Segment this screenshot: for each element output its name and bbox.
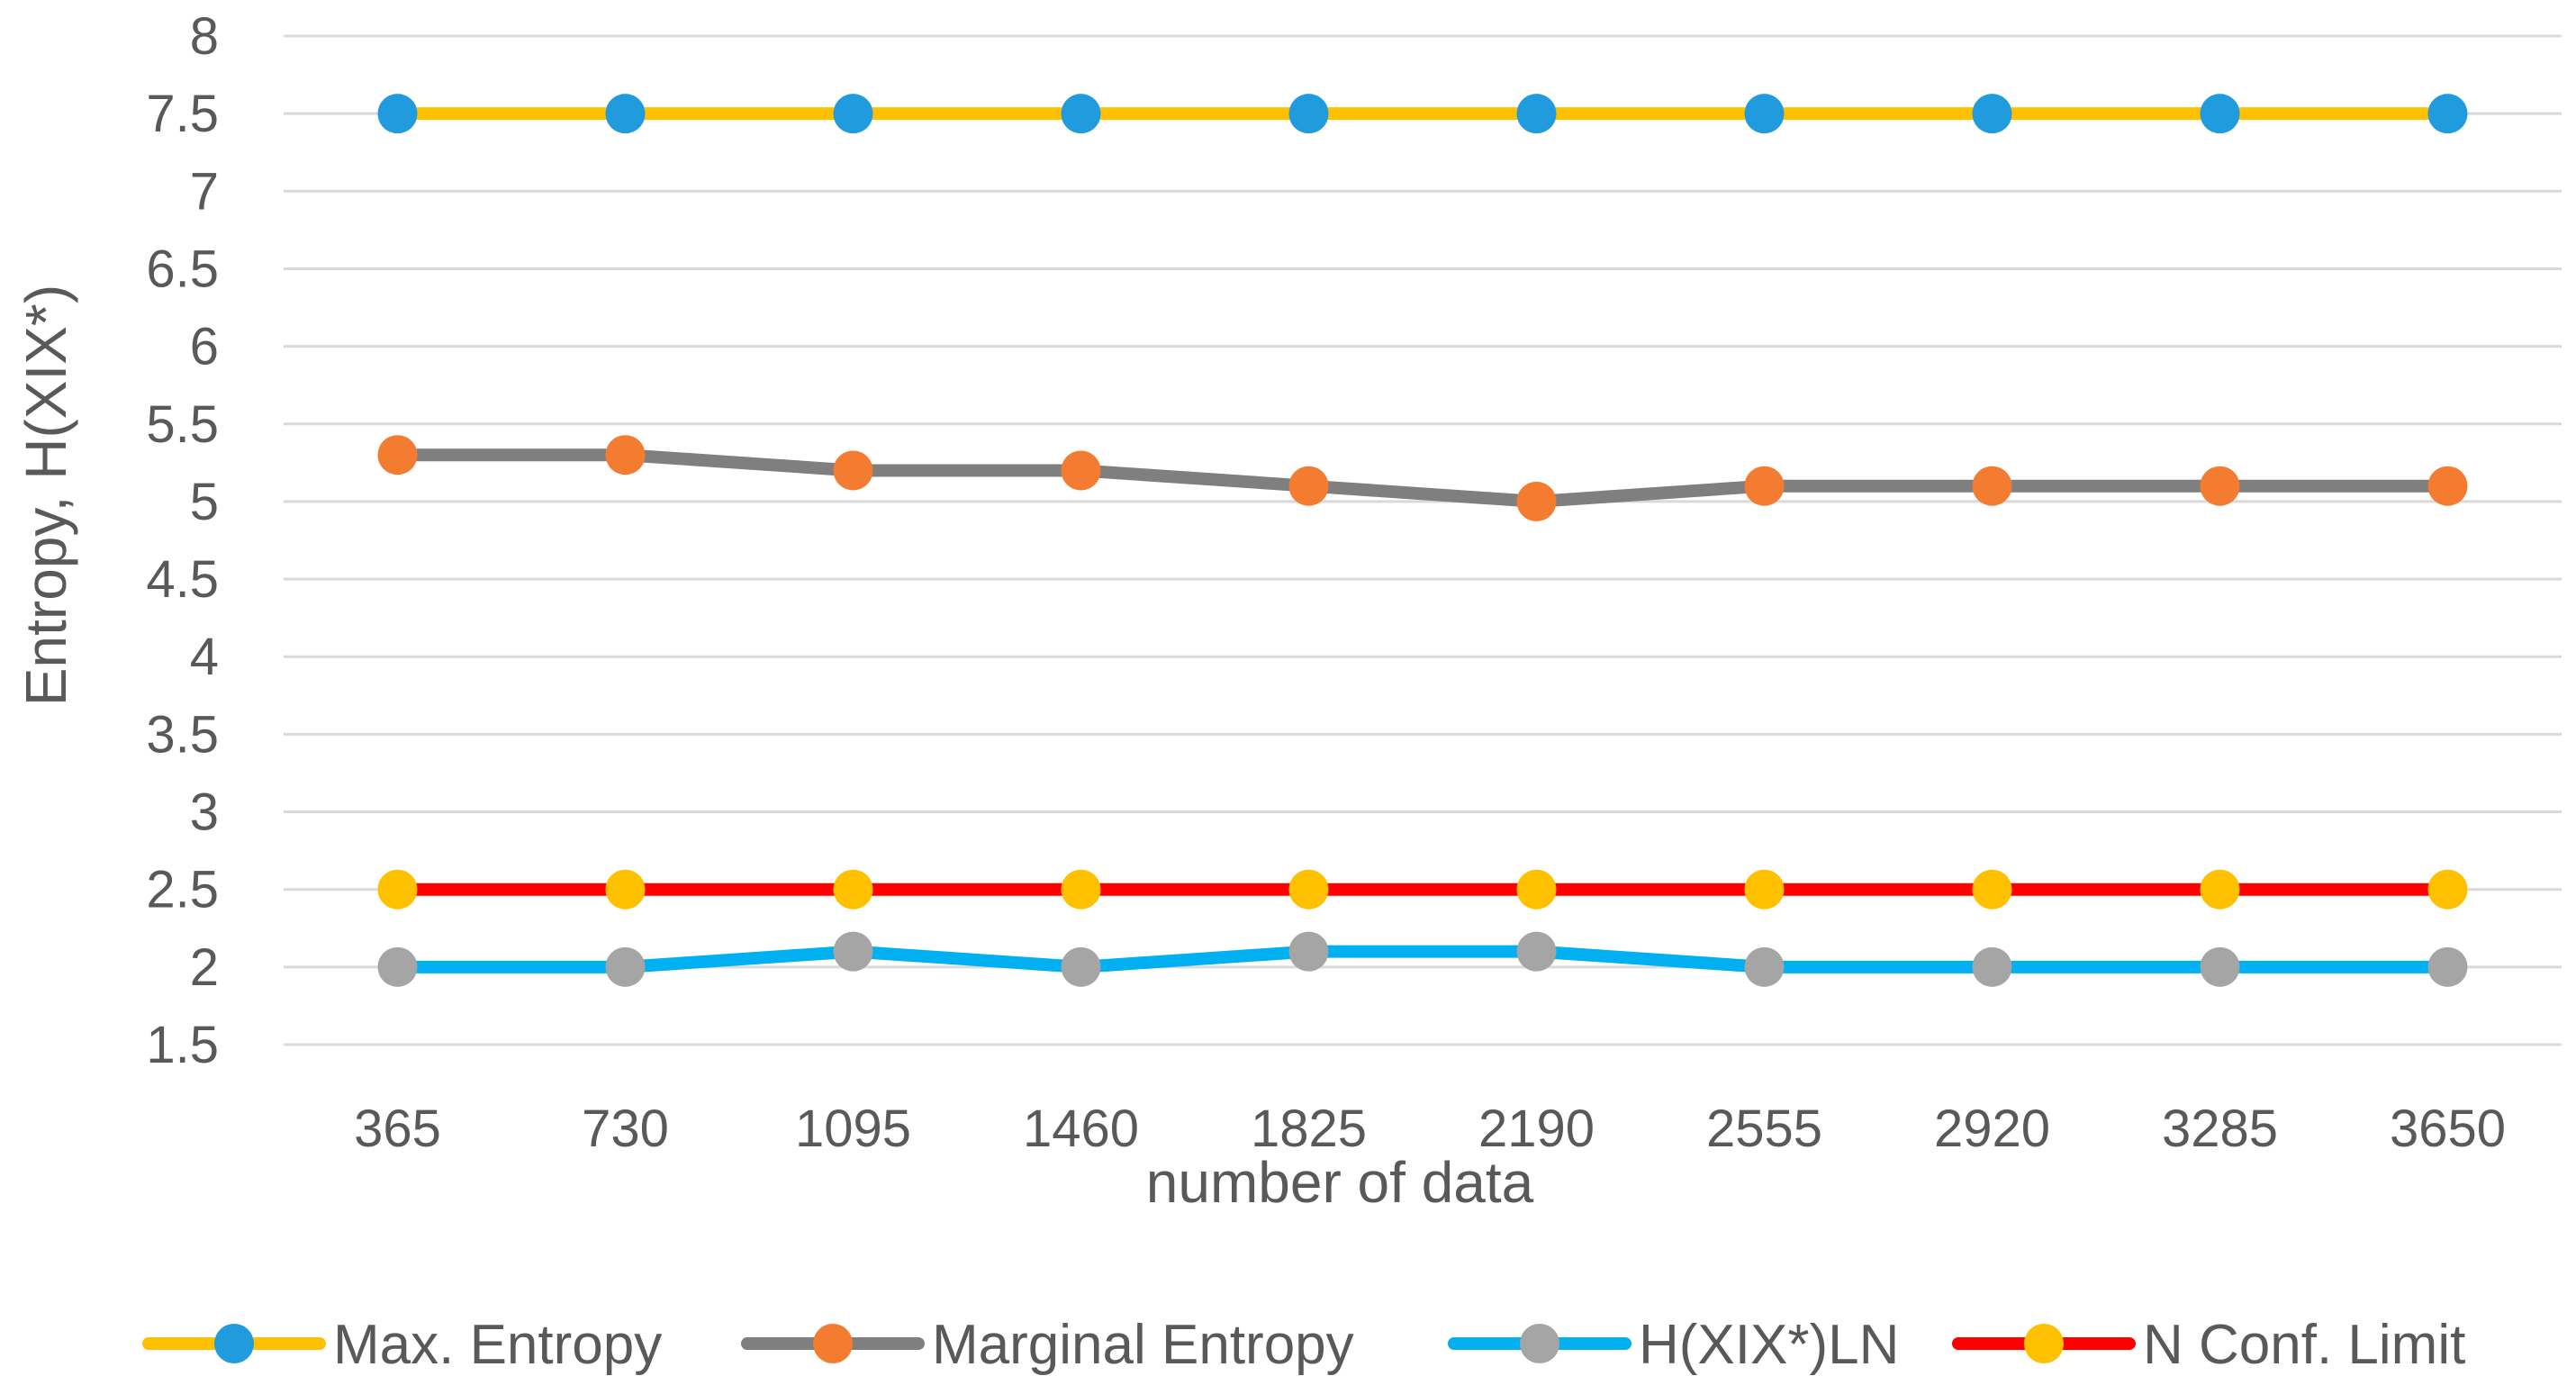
legend-marker [2024, 1324, 2064, 1363]
data-point [605, 435, 646, 475]
x-axis-title: number of data [1146, 1150, 1534, 1215]
legend-marker [813, 1324, 853, 1363]
data-point [1288, 94, 1329, 134]
data-point [2427, 946, 2468, 987]
y-tick-label: 4 [190, 628, 219, 686]
x-tick-label: 1095 [795, 1100, 911, 1158]
y-tick-label: 3.5 [146, 705, 219, 764]
legend-marker [214, 1324, 254, 1363]
y-tick-label: 8 [190, 7, 219, 66]
x-tick-label: 1460 [1023, 1100, 1139, 1158]
data-point [1972, 946, 2012, 987]
data-point [833, 931, 873, 972]
data-point [2427, 869, 2468, 910]
y-tick-label: 5.5 [146, 395, 219, 454]
data-point [1744, 466, 1785, 506]
series-2 [377, 931, 2468, 987]
data-point [605, 869, 646, 910]
series-0 [377, 94, 2468, 134]
y-axis-ticks: 1.5 2 2.5 3 3.5 4 4.5 5 5.5 6 6.5 7 7.5 8 [146, 7, 219, 1074]
data-point [1972, 94, 2012, 134]
legend-item: N Conf. Limit [1952, 1314, 2465, 1376]
data-point [1516, 931, 1557, 972]
data-point [1744, 94, 1785, 134]
y-tick-label: 5 [190, 473, 219, 531]
data-point [1972, 466, 2012, 506]
legend-item: Max. Entropy [142, 1314, 662, 1376]
data-point [2200, 946, 2240, 987]
data-point [377, 435, 418, 475]
y-tick-label: 7.5 [146, 85, 219, 143]
y-tick-label: 1.5 [146, 1016, 219, 1074]
x-axis-ticks: 365 730 1095 1460 1825 2190 2555 2920 3285 3650 [354, 1100, 2506, 1158]
x-tick-label: 730 [582, 1100, 669, 1158]
y-tick-label: 7 [190, 162, 219, 221]
legend-label: N Conf. Limit [2143, 1314, 2465, 1376]
data-point [1061, 869, 1101, 910]
y-tick-label: 2.5 [146, 861, 219, 919]
legend-label: H(XIX*)LN [1639, 1314, 1899, 1376]
data-point [833, 869, 873, 910]
data-point [1516, 481, 1557, 521]
data-point [377, 94, 418, 134]
data-point [377, 869, 418, 910]
legend-marker [1520, 1324, 1559, 1363]
data-point [1744, 869, 1785, 910]
y-tick-label: 4.5 [146, 550, 219, 609]
data-point [1972, 869, 2012, 910]
y-tick-label: 3 [190, 783, 219, 842]
data-point [2200, 466, 2240, 506]
series-group [377, 94, 2468, 987]
data-point [833, 450, 873, 491]
data-point [2200, 94, 2240, 134]
series-3 [377, 869, 2468, 910]
data-point [1061, 450, 1101, 491]
data-point [1516, 869, 1557, 910]
series-line [391, 448, 2454, 508]
y-tick-label: 6 [190, 318, 219, 376]
data-point [833, 94, 873, 134]
data-point [1516, 94, 1557, 134]
data-point [1744, 946, 1785, 987]
data-point [1061, 94, 1101, 134]
data-point [2200, 869, 2240, 910]
data-point [1061, 946, 1101, 987]
x-tick-label: 2920 [1934, 1100, 2050, 1158]
data-point [1288, 466, 1329, 506]
y-tick-label: 6.5 [146, 240, 219, 298]
x-tick-label: 2555 [1706, 1100, 1822, 1158]
y-tick-label: 2 [190, 938, 219, 997]
legend-label: Marginal Entropy [932, 1314, 1354, 1376]
data-point [377, 946, 418, 987]
data-point [1288, 931, 1329, 972]
x-tick-label: 3650 [2390, 1100, 2506, 1158]
data-point [2427, 94, 2468, 134]
data-point [605, 94, 646, 134]
legend-item: Marginal Entropy [741, 1314, 1354, 1376]
x-tick-label: 1825 [1251, 1100, 1367, 1158]
legend-item: H(XIX*)LN [1448, 1314, 1899, 1376]
data-point [2427, 466, 2468, 506]
data-point [605, 946, 646, 987]
y-axis-title: Entropy, H(XIX*) [14, 285, 78, 706]
legend: Max. Entropy Marginal Entropy H(XIX*)LN N C… [142, 1314, 2465, 1376]
series-1 [377, 435, 2468, 521]
x-tick-label: 3285 [2162, 1100, 2278, 1158]
x-tick-label: 2190 [1478, 1100, 1595, 1158]
series-line [391, 945, 2454, 973]
legend-label: Max. Entropy [333, 1314, 662, 1376]
x-tick-label: 365 [354, 1100, 441, 1158]
data-point [1288, 869, 1329, 910]
